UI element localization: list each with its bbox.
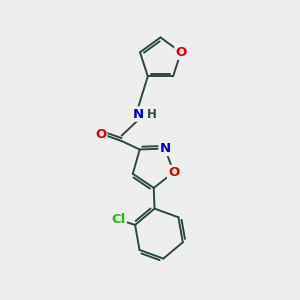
- Text: O: O: [168, 166, 179, 179]
- Text: H: H: [147, 108, 157, 121]
- Text: O: O: [175, 46, 187, 59]
- Text: N: N: [159, 142, 171, 155]
- Text: N: N: [133, 108, 144, 121]
- Text: Cl: Cl: [112, 213, 126, 226]
- Text: O: O: [95, 128, 106, 141]
